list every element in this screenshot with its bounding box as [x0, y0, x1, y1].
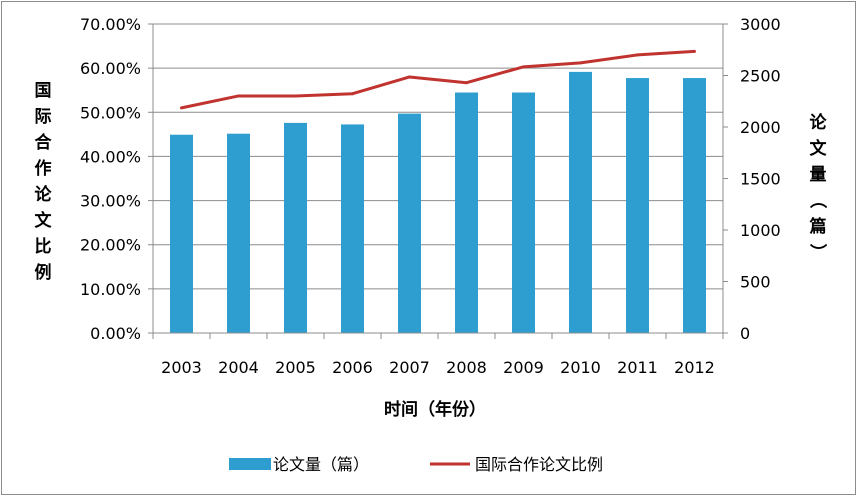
- line-point-2011: [636, 53, 639, 57]
- left-axis-label-char: 合: [35, 132, 53, 153]
- right-axis-label-char: ）: [807, 244, 828, 261]
- left-tick-label: 60.00%: [80, 59, 141, 78]
- line-point-2010: [579, 61, 582, 65]
- x-tick-label: 2005: [275, 358, 316, 377]
- left-axis-label-char: 比: [35, 236, 52, 257]
- right-axis-ticks: 0 500 1000 1500 2000 2500 3000: [740, 15, 781, 343]
- bar-2008: [455, 92, 478, 334]
- bar-2006: [341, 124, 364, 333]
- right-tick-label: 1500: [740, 170, 781, 189]
- left-tick-label: 50.00%: [80, 103, 141, 122]
- right-axis-label-char: 文: [810, 138, 828, 159]
- left-axis-label-char: 作: [35, 158, 52, 179]
- x-tick-label: 2007: [389, 358, 430, 377]
- left-tick-label: 40.00%: [80, 147, 141, 166]
- left-tick-label: 10.00%: [80, 280, 141, 299]
- left-axis-label: 国际合作论文比例: [35, 81, 53, 283]
- line-point-2012: [693, 49, 696, 53]
- right-axis-label-char: 量: [810, 164, 827, 185]
- right-axis-label-char: （: [807, 192, 828, 209]
- axes: [148, 23, 728, 339]
- right-tick-label: 2500: [740, 67, 781, 86]
- x-tick-label: 2011: [617, 358, 658, 377]
- x-tick-label: 2003: [161, 358, 202, 377]
- left-tick-label: 0.00%: [90, 324, 141, 343]
- legend-swatch-bar: [229, 458, 271, 470]
- left-axis-label-char: 论: [35, 184, 53, 205]
- left-tick-label: 70.00%: [80, 15, 141, 34]
- legend-label-bar: 论文量（篇）: [273, 455, 369, 474]
- x-axis-ticks: 2003 2004 2005 2006 2007 2008 2009 2010 2011 2012: [161, 358, 715, 377]
- right-tick-label: 1000: [740, 221, 781, 240]
- line-point-2005: [294, 94, 297, 98]
- bar-2011: [626, 78, 649, 333]
- x-tick-label: 2004: [218, 358, 259, 377]
- bar-2004: [227, 133, 250, 333]
- legend-label-line: 国际合作论文比例: [475, 455, 603, 474]
- right-axis-label-char: 论: [810, 112, 828, 133]
- bar-2005: [284, 122, 307, 333]
- bar-2012: [683, 78, 706, 333]
- right-axis-label-char: 篇: [809, 216, 827, 237]
- line-series: [180, 49, 696, 110]
- line-point-2006: [351, 92, 354, 96]
- x-tick-label: 2010: [560, 358, 601, 377]
- x-tick-label: 2009: [503, 358, 544, 377]
- line-point-2003: [180, 106, 183, 110]
- x-axis-label: 时间（年份）: [384, 399, 486, 420]
- bar-2010: [569, 71, 592, 334]
- bar-2009: [512, 92, 535, 334]
- bar-2007: [398, 113, 421, 333]
- x-tick-label: 2008: [446, 358, 487, 377]
- line-point-2007: [408, 75, 411, 79]
- line-path: [181, 49, 695, 110]
- right-tick-label: 0: [740, 324, 750, 343]
- left-axis-label-char: 际: [35, 107, 52, 127]
- legend: 论文量（篇） 国际合作论文比例: [229, 455, 603, 474]
- line-point-2004: [237, 94, 240, 98]
- right-tick-label: 2000: [740, 118, 781, 137]
- left-axis-ticks: 0.00% 10.00% 20.00% 30.00% 40.00% 50.00% 60.00…: [80, 15, 141, 343]
- right-tick-label: 500: [740, 273, 771, 292]
- left-tick-label: 20.00%: [80, 236, 141, 255]
- left-axis-label-char: 国: [35, 81, 52, 101]
- right-tick-label: 3000: [740, 15, 781, 34]
- line-point-2008: [465, 81, 468, 85]
- right-axis-label: 论文量 （ 篇 ）: [807, 112, 828, 261]
- left-axis-label-char: 例: [35, 262, 52, 283]
- left-tick-label: 30.00%: [80, 192, 141, 211]
- bar-2003: [170, 134, 193, 333]
- x-tick-label: 2012: [674, 358, 715, 377]
- line-point-2009: [522, 65, 525, 69]
- x-tick-label: 2006: [332, 358, 373, 377]
- left-axis-label-char: 文: [35, 210, 53, 231]
- bar-series: [170, 71, 706, 334]
